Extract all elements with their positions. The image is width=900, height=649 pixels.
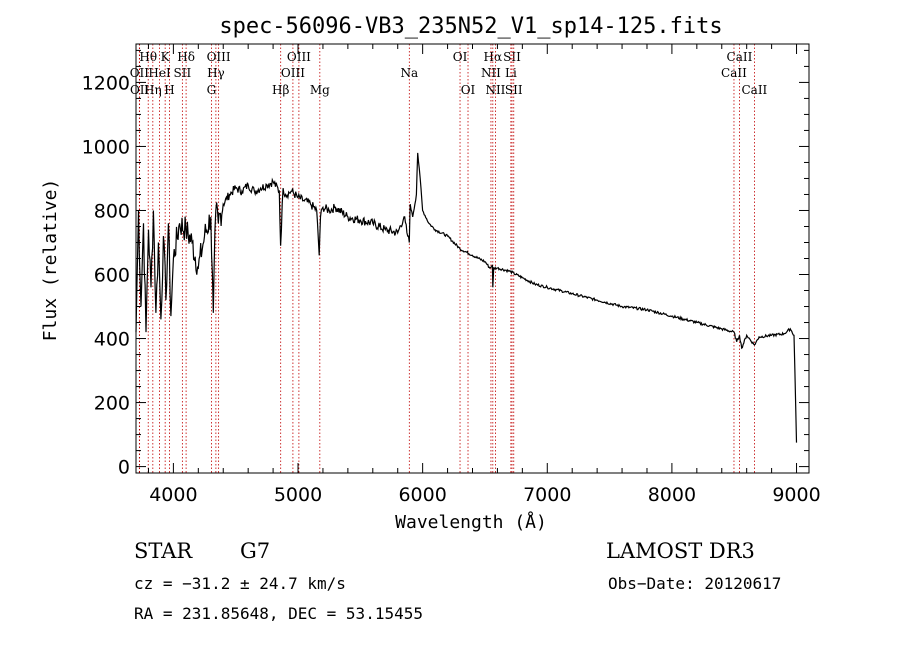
x-tick-label: 6000 <box>398 484 446 506</box>
object-subclass: G7 <box>240 539 271 563</box>
chart-title: spec-56096-VB3_235N52_V1_sp14-125.fits <box>219 14 722 39</box>
line-marker-label: NII <box>485 83 505 97</box>
axis-ticks: 4000 5000 6000 7000 8000 9000 0 200 400 600 800 100… <box>82 44 821 506</box>
y-tick-label: 800 <box>94 200 130 222</box>
plot-frame <box>135 43 810 474</box>
coordinates-readout: RA = 231.85648, DEC = 53.15455 <box>134 604 423 623</box>
line-marker-label: CaII <box>727 50 753 64</box>
line-marker-label: OI <box>461 83 476 97</box>
line-marker-label: OIII <box>281 66 305 80</box>
redshift-readout: cz = −31.2 ± 24.7 km/s <box>134 574 346 593</box>
line-marker-label: K <box>161 50 171 64</box>
line-marker-label: Hθ <box>139 50 157 64</box>
object-class: STAR <box>134 539 193 563</box>
line-marker-label: Hη <box>144 83 162 97</box>
line-marker-label: Mg <box>310 83 330 97</box>
line-marker-label: CaII <box>721 66 747 80</box>
line-marker-label: G <box>207 83 217 97</box>
survey-name: LAMOST DR3 <box>606 539 755 563</box>
line-marker-label: Na <box>400 66 418 80</box>
y-axis-label: Flux (relative) <box>40 179 61 342</box>
line-marker-label: NII <box>481 66 501 80</box>
x-axis-label: Wavelength (Å) <box>395 511 547 533</box>
line-marker-label: OI <box>453 50 468 64</box>
x-tick-label: 4000 <box>149 484 197 506</box>
line-marker-label: Hβ <box>272 83 289 97</box>
x-tick-label: 5000 <box>274 484 322 506</box>
line-marker-label: SII <box>174 66 192 80</box>
spectrum-line <box>135 152 798 443</box>
line-marker-label: OIII <box>207 50 231 64</box>
line-marker-label: CaII <box>741 83 767 97</box>
line-marker-label: Hα <box>484 50 503 64</box>
y-tick-label: 1200 <box>82 72 130 94</box>
y-tick-label: 1000 <box>82 136 130 158</box>
line-marker-label: Hδ <box>177 50 195 64</box>
line-marker-label: OII <box>130 83 150 97</box>
line-marker-label: OIII <box>287 50 311 64</box>
line-marker-label: HeI <box>148 66 171 80</box>
line-marker-label: SII <box>505 83 523 97</box>
line-marker-label: H <box>164 83 174 97</box>
y-tick-label: 400 <box>94 329 130 351</box>
line-marker-label: Hγ <box>207 66 225 80</box>
x-tick-label: 9000 <box>772 484 820 506</box>
y-tick-label: 600 <box>94 265 130 287</box>
line-marker-label: Li <box>505 66 517 80</box>
observation-date: Obs−Date: 20120617 <box>608 574 782 593</box>
line-marker-label: SII <box>503 50 521 64</box>
y-tick-label: 200 <box>94 393 130 415</box>
x-tick-label: 8000 <box>648 484 696 506</box>
x-tick-label: 7000 <box>523 484 571 506</box>
y-tick-label: 0 <box>118 457 130 479</box>
